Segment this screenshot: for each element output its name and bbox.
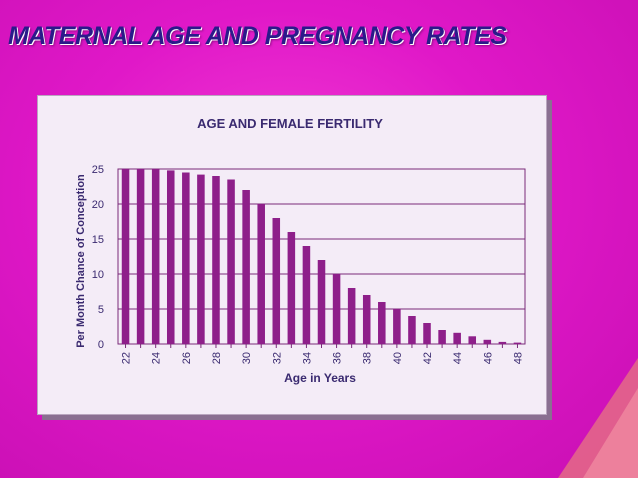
bar-age-39 xyxy=(378,302,386,344)
x-tick-label: 30 xyxy=(241,352,253,364)
y-tick-label: 15 xyxy=(92,234,104,246)
bar-age-34 xyxy=(302,246,311,344)
bar-age-27 xyxy=(197,174,205,344)
x-tick-labels: 22 24 26 28 30 32 34 36 38 40 42 44 46 48 xyxy=(121,344,524,364)
x-tick-label: 24 xyxy=(151,352,163,364)
x-tick-label: 46 xyxy=(482,352,494,364)
bar-age-24 xyxy=(151,169,160,344)
bar-age-44 xyxy=(453,332,461,344)
chart-title: AGE AND FEMALE FERTILITY xyxy=(197,116,383,131)
corner-decoration xyxy=(558,358,638,478)
bar-age-29 xyxy=(227,179,235,344)
bar-age-36 xyxy=(332,274,341,344)
bar-age-35 xyxy=(317,260,326,344)
y-tick-label: 25 xyxy=(92,164,104,176)
bar-age-42 xyxy=(423,323,431,344)
x-tick-label: 40 xyxy=(392,352,404,364)
x-tick-label: 48 xyxy=(512,352,524,364)
bar-age-33 xyxy=(287,232,296,344)
bar-age-40 xyxy=(393,309,401,344)
chart-panel: AGE AND FEMALE FERTILITY 0 5 10 15 20 25 22 24… xyxy=(37,95,547,415)
bar-age-22 xyxy=(121,169,130,344)
y-tick-labels: 0 5 10 15 20 25 xyxy=(92,164,104,351)
x-tick-label: 38 xyxy=(362,352,374,364)
bar-age-38 xyxy=(362,295,371,344)
bar-age-46 xyxy=(483,339,492,344)
bar-age-48 xyxy=(513,342,522,344)
x-tick-label: 28 xyxy=(211,352,223,364)
y-tick-label: 20 xyxy=(92,199,104,211)
bar-age-30 xyxy=(242,190,250,344)
bar-age-43 xyxy=(438,330,446,344)
bar-age-23 xyxy=(136,169,145,344)
bar-age-32 xyxy=(272,218,281,344)
y-tick-label: 0 xyxy=(98,339,104,351)
x-tick-label: 32 xyxy=(271,352,283,364)
x-tick-label: 44 xyxy=(452,352,464,364)
bar-age-45 xyxy=(468,336,477,344)
bar-age-25 xyxy=(166,170,175,344)
x-tick-label: 36 xyxy=(332,352,344,364)
bar-age-26 xyxy=(182,172,190,344)
x-tick-label: 22 xyxy=(121,352,133,364)
x-axis-label: Age in Years xyxy=(284,371,356,385)
fertility-chart: AGE AND FEMALE FERTILITY 0 5 10 15 20 25 22 24… xyxy=(75,116,526,385)
bar-age-37 xyxy=(347,288,356,344)
y-tick-label: 10 xyxy=(92,269,104,281)
bar-age-41 xyxy=(408,316,416,344)
slide-title: MATERNAL AGE AND PREGNANCY RATES xyxy=(8,22,507,50)
x-tick-label: 26 xyxy=(181,352,193,364)
y-axis-label: Per Month Chance of Conception xyxy=(75,174,87,348)
bar-age-31 xyxy=(257,204,265,344)
bar-age-47 xyxy=(498,341,507,344)
y-tick-label: 5 xyxy=(98,304,104,316)
x-tick-label: 42 xyxy=(422,352,434,364)
x-tick-label: 34 xyxy=(301,352,313,364)
bar-age-28 xyxy=(212,176,220,344)
bars-layer xyxy=(121,169,522,344)
